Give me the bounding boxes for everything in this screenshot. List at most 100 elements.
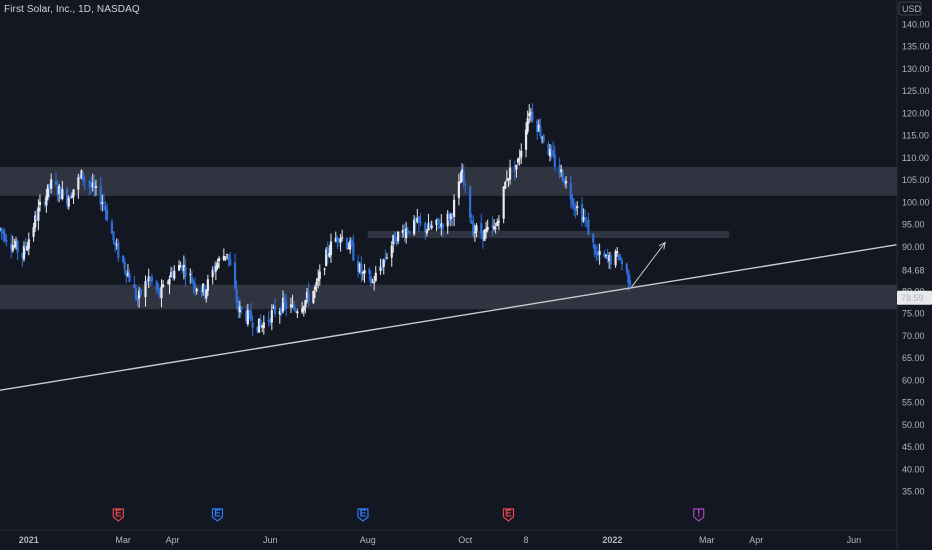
candle-body — [32, 227, 35, 237]
candle-body — [294, 310, 297, 312]
candle-body — [571, 198, 574, 206]
price-tick-label: 120.00 — [902, 108, 930, 118]
candle-body — [69, 196, 72, 199]
candle-body — [531, 111, 534, 121]
candle-body — [614, 251, 617, 266]
candle-body — [606, 257, 609, 259]
candle-body — [550, 150, 553, 152]
candle-body — [38, 201, 42, 206]
current-price-label: 78.59 — [901, 293, 924, 303]
candle-body — [371, 281, 374, 283]
price-tick-label: 70.00 — [902, 331, 925, 341]
candle-body — [312, 291, 315, 303]
time-tick-label: 2022 — [602, 535, 622, 545]
candle-body — [0, 228, 3, 231]
candle-body — [572, 205, 576, 207]
candle-body — [341, 237, 344, 239]
candle-body — [524, 129, 528, 150]
current-price-badge — [897, 290, 932, 305]
candle-body — [360, 263, 363, 275]
support-resistance-zone — [367, 230, 730, 239]
candle-body — [395, 241, 398, 244]
candle-body — [267, 319, 270, 321]
currency-label: USD — [902, 4, 922, 14]
candle-body — [369, 276, 373, 284]
candle-body — [211, 269, 214, 278]
time-tick-label: 8 — [524, 535, 529, 545]
candle-body — [425, 230, 429, 234]
candle-body — [104, 205, 107, 211]
price-tick-label: 35.00 — [902, 487, 925, 497]
candle-body — [569, 183, 572, 200]
candle-body — [179, 266, 182, 268]
candle-body — [508, 167, 512, 180]
candle-body — [529, 111, 532, 114]
trendline — [0, 244, 898, 391]
time-tick-label: Mar — [699, 535, 715, 545]
candle-body — [617, 253, 620, 261]
candle-body — [449, 214, 452, 219]
candle-body — [293, 304, 296, 311]
candle-body — [296, 311, 299, 314]
candle-body — [619, 257, 622, 260]
candle-body — [313, 286, 317, 291]
candle-body — [537, 125, 540, 132]
candle-body — [235, 289, 238, 303]
candle-body — [585, 220, 588, 222]
candle-body — [21, 253, 24, 258]
candle-body — [213, 270, 216, 273]
candle-body — [27, 239, 30, 249]
candle-body — [405, 228, 408, 239]
candle-body — [323, 268, 326, 270]
price-tick-label: 100.00 — [902, 197, 930, 207]
candle-body — [438, 225, 441, 229]
candle-body — [328, 252, 331, 257]
candle-body — [115, 244, 118, 246]
candle-body — [26, 246, 29, 251]
candle-body — [484, 229, 488, 232]
candle-body — [78, 176, 82, 178]
candle-body — [88, 181, 91, 187]
candle-body — [94, 185, 98, 188]
candle-body — [540, 137, 544, 139]
candle-body — [289, 304, 293, 308]
earnings-marker[interactable]: E — [211, 508, 224, 522]
candle-body — [548, 149, 552, 157]
candle-body — [603, 252, 606, 257]
time-tick-label: Apr — [166, 535, 180, 545]
candle-body — [558, 164, 561, 174]
candle-body — [580, 204, 584, 223]
candle-body — [240, 307, 243, 310]
candle-body — [337, 240, 341, 242]
candle-body — [560, 169, 563, 173]
price-tick-label: 75.00 — [902, 309, 925, 319]
candle-body — [147, 276, 150, 282]
earnings-marker[interactable]: E — [112, 508, 124, 522]
candle-body — [480, 222, 483, 234]
event-badge-glyph: E — [115, 509, 122, 520]
candle-body — [246, 310, 249, 325]
candle-body — [58, 186, 61, 195]
candle-body — [416, 217, 419, 223]
candle-body — [350, 239, 353, 246]
projection-arrow — [631, 242, 666, 288]
candle-body — [417, 216, 421, 223]
candle-body — [112, 231, 115, 241]
candle-body — [361, 272, 365, 274]
earnings-marker[interactable]: E — [357, 508, 369, 522]
candle-body — [80, 170, 83, 179]
candle-body — [593, 244, 596, 255]
candle-body — [582, 217, 585, 221]
candle-body — [67, 197, 70, 207]
candle-body — [70, 196, 74, 198]
price-axis: 35.00 40.00 45.00 50.00 55.00 60.00 65.00 70.00… — [896, 0, 932, 550]
event-marker[interactable]: ! — [693, 508, 705, 522]
candle-body — [181, 265, 184, 271]
earnings-marker[interactable]: E — [502, 508, 515, 522]
candle-body — [628, 280, 632, 286]
candle-body — [553, 155, 556, 167]
candle-body — [584, 217, 587, 219]
candle-body — [205, 290, 208, 299]
